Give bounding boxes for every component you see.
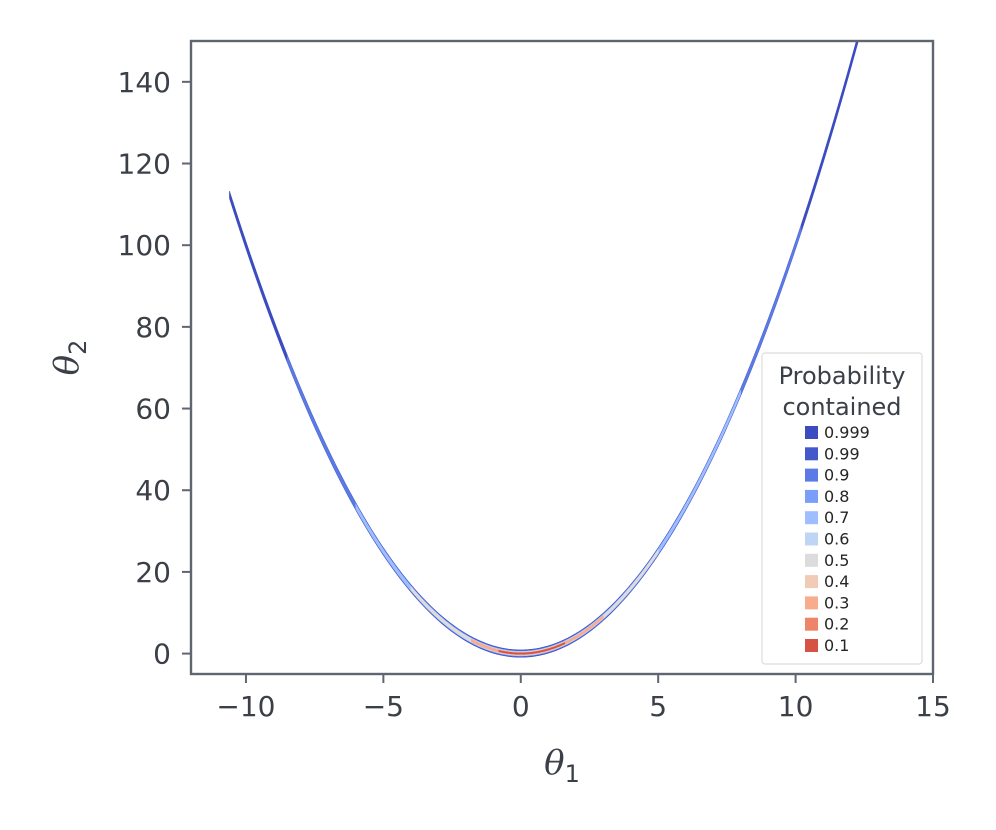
y-tick-label: 140	[118, 66, 171, 99]
legend-label: 0.99	[824, 444, 860, 463]
x-tick-label: 15	[915, 690, 951, 723]
y-tick-label: 120	[118, 148, 171, 181]
legend-swatch	[805, 511, 818, 525]
band-0.999	[229, 41, 859, 658]
band-0.1	[498, 641, 566, 655]
band-0.3	[471, 614, 604, 656]
x-axis-label: θ1	[544, 743, 580, 788]
legend-label: 0.5	[824, 551, 849, 570]
legend-swatch	[805, 553, 818, 567]
legend: Probability contained 0.999 0.99 0.9 0.8 0.7…	[761, 352, 923, 665]
legend-entries: 0.999 0.99 0.9 0.8 0.7 0.6 0.5 0.4 0.3 0.2 0.1	[805, 423, 870, 655]
probability-bands	[229, 41, 859, 658]
x-tick-label: −5	[363, 690, 404, 723]
y-tick-label: 60	[135, 393, 171, 426]
y-tick-label: 40	[135, 474, 171, 507]
legend-swatch	[805, 617, 818, 631]
y-tick-label: 0	[153, 638, 171, 671]
band-0.7	[355, 389, 741, 657]
legend-title-line-2: contained	[782, 393, 901, 421]
x-tick-label: −10	[216, 690, 275, 723]
y-tick-label: 20	[135, 556, 171, 589]
legend-label: 0.3	[824, 593, 849, 612]
legend-label: 0.9	[824, 466, 849, 485]
legend-label: 0.7	[824, 508, 849, 527]
band-0.9	[286, 225, 802, 657]
legend-swatch	[805, 532, 818, 546]
y-tick-label: 100	[118, 229, 171, 262]
y-axis-label: θ2	[47, 340, 92, 376]
legend-box	[761, 352, 923, 665]
legend-swatch	[805, 596, 818, 610]
band-0.5	[410, 548, 659, 656]
legend-swatch	[805, 447, 818, 461]
plot-frame	[189, 39, 935, 676]
legend-swatch	[805, 426, 818, 439]
legend-swatch	[805, 468, 818, 482]
legend-swatch	[805, 489, 818, 503]
legend-label: 0.6	[824, 530, 849, 549]
legend-title-line-1: Probability	[779, 362, 906, 390]
legend-label: 0.2	[824, 615, 849, 634]
legend-swatch	[805, 639, 818, 652]
axis-ticks: −10 −5 0 5 10 15 0 20 40 60 80 100 120 140	[118, 66, 951, 723]
y-tick-label: 80	[135, 311, 171, 344]
legend-label: 0.8	[824, 487, 849, 506]
x-tick-label: 10	[778, 690, 814, 723]
x-tick-label: 5	[649, 690, 667, 723]
legend-label: 0.1	[824, 636, 849, 655]
legend-swatch	[805, 575, 818, 589]
legend-label: 0.4	[824, 572, 849, 591]
x-tick-label: 0	[512, 690, 530, 723]
legend-label: 0.999	[824, 423, 870, 442]
